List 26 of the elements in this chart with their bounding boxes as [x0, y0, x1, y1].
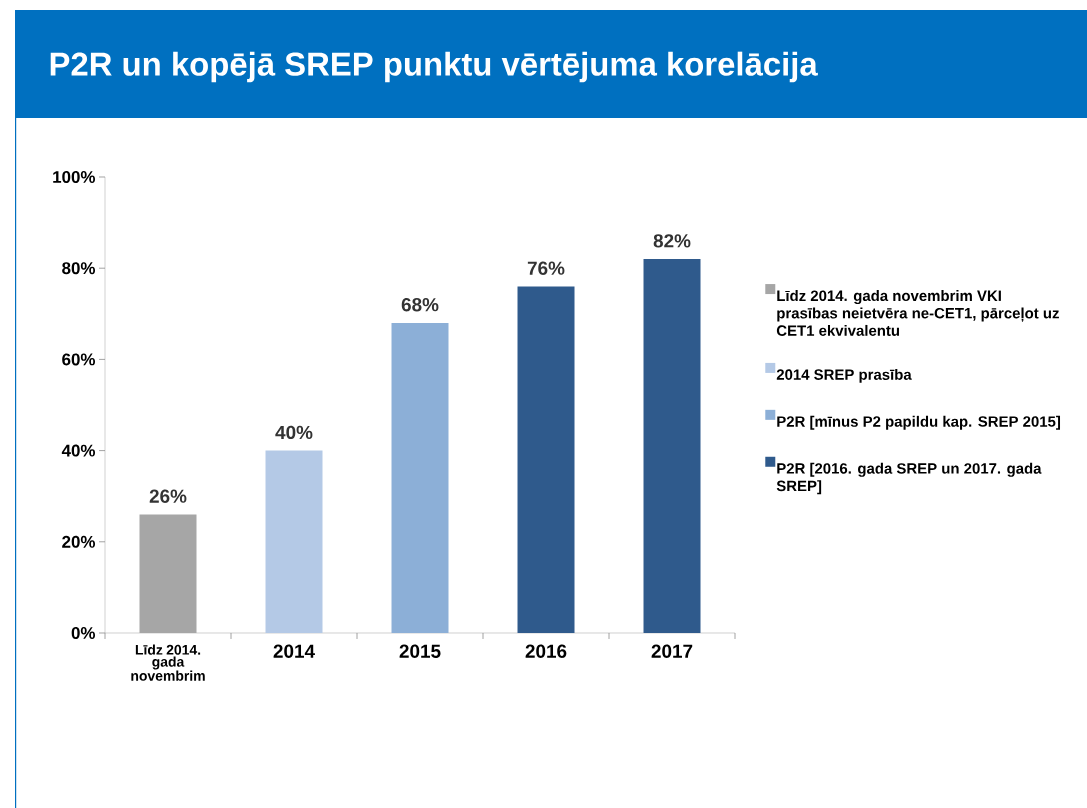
x-tick-label: Līdz 2014. gada novembrim — [131, 644, 205, 681]
data-label: 76% — [527, 261, 565, 275]
data-label: 82% — [653, 234, 691, 248]
x-tick-label: 2015 — [399, 644, 441, 658]
x-tick-label: 2016 — [525, 644, 567, 658]
data-label: 68% — [401, 297, 439, 312]
bar — [139, 514, 197, 633]
bar — [391, 322, 449, 633]
legend-label: P2R [2016. gada SREP un 2017. gada SREP] — [776, 462, 1042, 495]
y-tick-label: 60% — [62, 353, 96, 366]
legend-label: Līdz 2014. gada novembrim VKI prasības neietvēra ne-CET1, pārceļot uz CET1 ekvivalentu — [776, 290, 1059, 336]
legend-label: 2014 SREP prasība — [776, 368, 912, 383]
y-tick-label: 40% — [61, 444, 96, 457]
data-label: 26% — [149, 489, 187, 503]
y-tick-label: 80% — [62, 262, 96, 275]
data-label: 40% — [275, 425, 313, 440]
y-tick-label: 100% — [53, 171, 96, 183]
bar — [517, 286, 575, 633]
x-tick-label: 2017 — [651, 644, 693, 658]
y-tick-label: 0% — [71, 627, 96, 639]
x-tick-label: 2014 — [273, 644, 315, 658]
bar — [265, 450, 323, 633]
legend-label: P2R [mīnus P2 papildu kap. SREP 2015] — [777, 415, 1061, 430]
chart-title: P2R un kopējā SREP punktu vērtējuma korelācija — [50, 51, 818, 83]
bar — [643, 259, 701, 633]
y-tick-label: 20% — [62, 535, 96, 548]
